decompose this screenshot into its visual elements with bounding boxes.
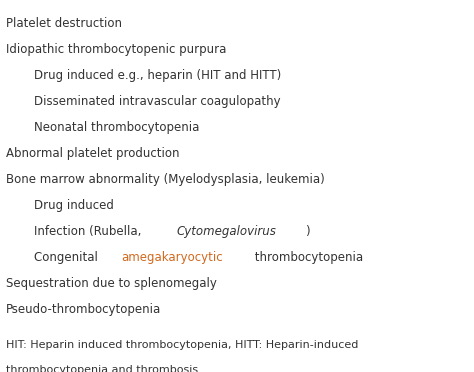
Text: Bone marrow abnormality (Myelodysplasia, leukemia): Bone marrow abnormality (Myelodysplasia,… xyxy=(6,173,325,186)
Text: Cytomegalovirus: Cytomegalovirus xyxy=(177,225,277,238)
Text: Abnormal platelet production: Abnormal platelet production xyxy=(6,147,180,160)
Text: Drug induced e.g., heparin (HIT and HITT): Drug induced e.g., heparin (HIT and HITT… xyxy=(35,69,282,82)
Text: Disseminated intravascular coagulopathy: Disseminated intravascular coagulopathy xyxy=(35,95,281,108)
Text: Congenital: Congenital xyxy=(35,251,102,264)
Text: Neonatal thrombocytopenia: Neonatal thrombocytopenia xyxy=(35,121,200,134)
Text: thrombocytopenia: thrombocytopenia xyxy=(252,251,364,264)
Text: Pseudo-thrombocytopenia: Pseudo-thrombocytopenia xyxy=(6,303,161,316)
Text: Platelet destruction: Platelet destruction xyxy=(6,17,122,30)
Text: Idiopathic thrombocytopenic purpura: Idiopathic thrombocytopenic purpura xyxy=(6,43,227,56)
Text: Drug induced: Drug induced xyxy=(35,199,114,212)
Text: ): ) xyxy=(305,225,310,238)
Text: HIT: Heparin induced thrombocytopenia, HITT: Heparin-induced: HIT: Heparin induced thrombocytopenia, H… xyxy=(6,340,358,350)
Text: thrombocytopenia and thrombosis: thrombocytopenia and thrombosis xyxy=(6,365,198,372)
Text: Infection (Rubella,: Infection (Rubella, xyxy=(35,225,146,238)
Text: amegakaryocytic: amegakaryocytic xyxy=(121,251,223,264)
Text: Sequestration due to splenomegaly: Sequestration due to splenomegaly xyxy=(6,277,217,290)
